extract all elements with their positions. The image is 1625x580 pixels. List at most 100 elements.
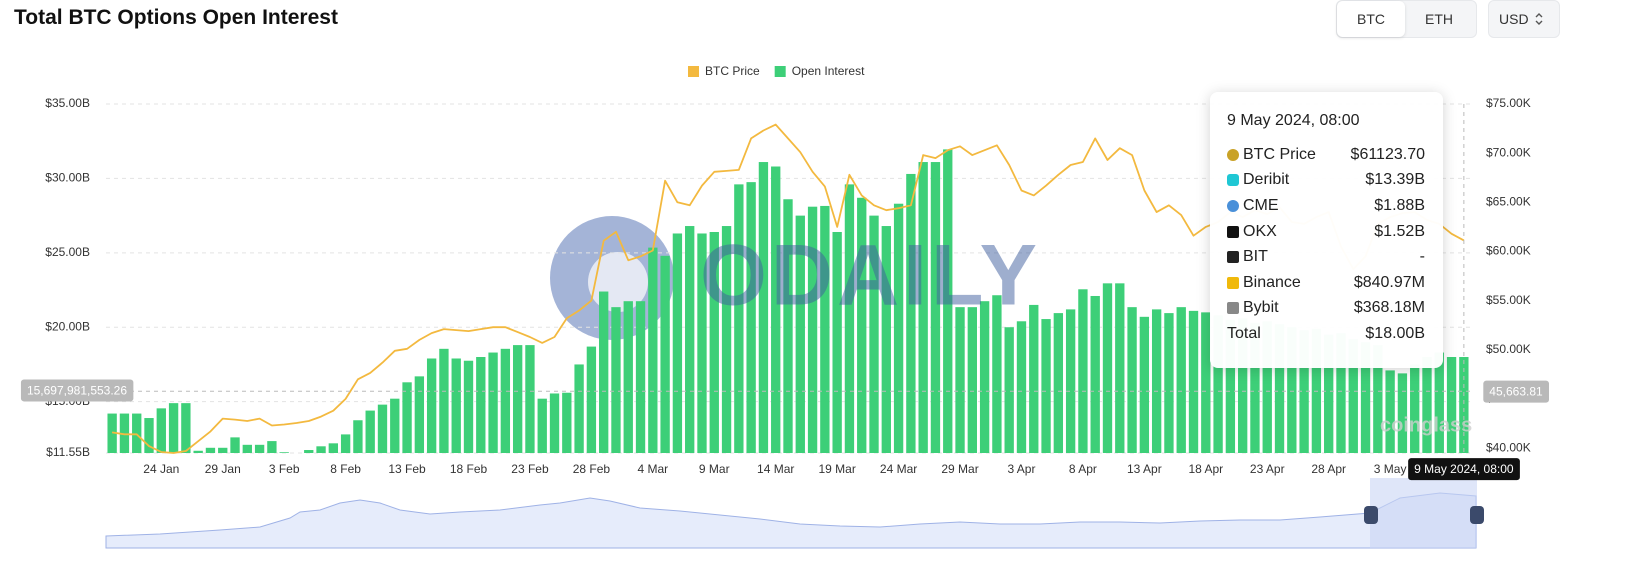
x-tick-label: 18 Apr — [1188, 462, 1223, 476]
bar — [316, 446, 326, 453]
bar — [1299, 330, 1309, 453]
bar — [943, 149, 953, 453]
bar — [1029, 304, 1039, 453]
crosshair-y-label-bg — [20, 379, 134, 402]
bar — [979, 301, 990, 453]
bar — [390, 398, 400, 453]
bar — [181, 403, 191, 453]
bar — [1164, 313, 1174, 453]
asset-button[interactable]: ETH — [1425, 11, 1453, 27]
bar — [623, 301, 633, 453]
bar — [1459, 357, 1469, 453]
bar — [1127, 307, 1137, 453]
currency-label: USD — [1499, 11, 1529, 27]
tooltip-name: Deribit — [1243, 171, 1290, 189]
bar — [1385, 370, 1395, 453]
tooltip-row: Deribit $13.39B — [1227, 168, 1425, 194]
bar — [1176, 307, 1186, 453]
x-tick-label: 3 Apr — [1007, 462, 1035, 476]
bar — [1336, 333, 1346, 453]
y2-tick-label: $65.00K — [1486, 194, 1531, 208]
bar — [119, 413, 130, 453]
bar — [734, 184, 744, 453]
tooltip-row: OKX $1.52B — [1227, 219, 1425, 245]
navigator — [105, 478, 1484, 549]
y-tick-label: $30.00B — [45, 171, 90, 185]
bar — [1274, 324, 1285, 453]
x-tick-label: 18 Feb — [450, 462, 488, 476]
exchange-icon — [1227, 251, 1239, 264]
tooltip-value: $840.97M — [1353, 273, 1425, 291]
x-tick-label: 9 Mar — [699, 462, 730, 476]
bar — [635, 301, 646, 453]
tooltip-row: Bybit $368.18M — [1227, 296, 1425, 322]
crosshair-y-label: 15,697,981,553.26 — [27, 383, 127, 397]
bar — [1324, 334, 1334, 453]
bar — [1434, 352, 1444, 453]
x-tick-label: 13 Feb — [388, 462, 426, 476]
bar — [1151, 309, 1162, 453]
bar — [857, 197, 867, 453]
y-tick-label: $35.00B — [45, 96, 90, 110]
bar — [242, 444, 252, 453]
x-tick-label: 24 Jan — [143, 462, 179, 476]
asset-button[interactable]: BTC — [1337, 1, 1405, 37]
y2-tick-label: $40.00K — [1486, 440, 1531, 454]
tooltip-value: $1.88B — [1374, 196, 1425, 214]
bar — [488, 352, 498, 453]
bar — [881, 226, 891, 453]
y2-tick-label: $50.00K — [1486, 342, 1531, 356]
bar — [1446, 357, 1457, 453]
tooltip-rows: BTC Price $61123.70 Deribit $13.39B CME $1.88… — [1227, 142, 1425, 347]
tooltip: 9 May 2024, 08:00 BTC Price $61123.70 Deri… — [1210, 92, 1443, 368]
y-tick-label: $20.00B — [45, 319, 90, 333]
bar — [218, 447, 228, 453]
tooltip-name-wrap: OKX — [1227, 223, 1277, 241]
tooltip-value: $18.00B — [1365, 324, 1425, 342]
y2-tick-label: $60.00K — [1486, 244, 1531, 258]
bar — [869, 215, 879, 453]
watermark: coinglass — [1380, 414, 1472, 436]
y-tick-label: $25.00B — [45, 245, 90, 259]
crosshair-y2-label-bg — [1483, 380, 1550, 403]
bar — [365, 410, 375, 453]
bar — [230, 437, 240, 453]
x-tick-label: 13 Apr — [1127, 462, 1162, 476]
bar — [893, 203, 904, 453]
tooltip-name-wrap: Bybit — [1227, 299, 1279, 317]
bar — [1004, 327, 1014, 453]
x-tick-label: 29 Mar — [941, 462, 978, 476]
bar — [697, 233, 707, 453]
tooltip-name: OKX — [1243, 222, 1277, 240]
bar — [795, 215, 805, 453]
x-tick-label: 8 Feb — [330, 462, 361, 476]
currency-select[interactable]: USD — [1488, 0, 1560, 38]
bar — [1016, 321, 1027, 453]
bar — [549, 393, 560, 453]
x-tick-label: 29 Jan — [205, 462, 241, 476]
tooltip-row: Total $18.00B — [1227, 321, 1425, 347]
x-tick-label: 3 May — [1374, 462, 1407, 476]
bar — [328, 443, 339, 453]
tooltip-row: Binance $840.97M — [1227, 270, 1425, 296]
bar — [832, 231, 842, 453]
watermark: ODAILY — [700, 228, 1041, 324]
bar — [1373, 345, 1383, 453]
tooltip-value: $1.52B — [1374, 222, 1425, 240]
bar — [463, 360, 474, 453]
bar — [304, 450, 314, 453]
bar — [1237, 318, 1248, 453]
legend-swatch — [688, 66, 699, 77]
x-tick-label: 28 Apr — [1311, 462, 1346, 476]
tooltip-name: Bybit — [1243, 299, 1279, 317]
bar — [537, 398, 547, 453]
bar — [377, 404, 388, 453]
crosshair-y2-label: 45,663.81 — [1489, 385, 1543, 399]
bar — [1090, 295, 1100, 453]
exchange-icon — [1227, 148, 1239, 161]
tooltip-row: BIT - — [1227, 244, 1425, 270]
legend-label: Open Interest — [792, 64, 865, 78]
tooltip-name: BIT — [1243, 248, 1268, 266]
legend-swatch — [774, 66, 786, 77]
bar — [955, 307, 965, 453]
